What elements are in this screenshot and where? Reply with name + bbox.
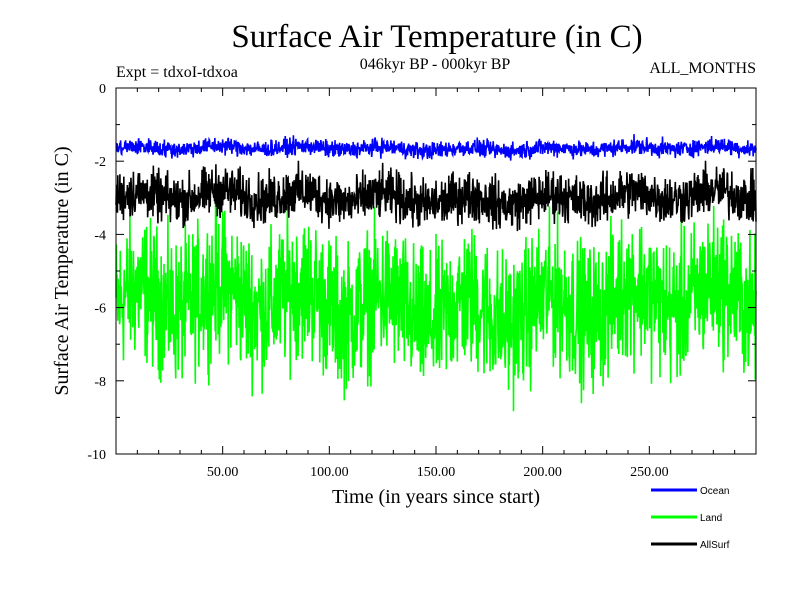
chart-title: Surface Air Temperature (in C): [231, 19, 642, 55]
legend: Ocean Land AllSurf: [651, 486, 730, 551]
x-tick-label: 150.00: [417, 465, 456, 480]
series-line-allsurf: [115, 160, 757, 232]
x-axis: 50.00 100.00 150.00 200.00 250.00: [136, 88, 736, 480]
chart-subtitle-right: ALL_MONTHS: [649, 60, 756, 77]
chart-subtitle-left: Expt = tdxoI-tdxoa: [116, 64, 238, 81]
x-tick-label: 200.00: [523, 465, 562, 480]
plot-series: [115, 134, 757, 412]
y-tick-label: -2: [94, 155, 106, 170]
chart-subtitle-center: 046kyr BP - 000kyr BP: [360, 56, 511, 73]
series-line-ocean: [115, 134, 757, 161]
y-axis: 0 -2 -4 -6 -8 -10: [87, 82, 756, 463]
y-tick-label: -8: [94, 375, 106, 390]
x-tick-label: 50.00: [207, 465, 239, 480]
y-tick-label: -6: [94, 302, 106, 317]
legend-label-allsurf: AllSurf: [700, 540, 730, 551]
x-tick-label: 100.00: [310, 465, 349, 480]
legend-label-ocean: Ocean: [700, 486, 729, 497]
y-tick-label: -10: [87, 448, 106, 463]
x-axis-label: Time (in years since start): [332, 486, 540, 508]
y-tick-label: -4: [94, 228, 106, 243]
y-axis-label: Surface Air Temperature (in C): [51, 146, 73, 395]
y-tick-label: 0: [99, 82, 106, 97]
x-tick-label: 250.00: [630, 465, 669, 480]
legend-label-land: Land: [700, 513, 722, 524]
series-line-land: [115, 203, 757, 412]
